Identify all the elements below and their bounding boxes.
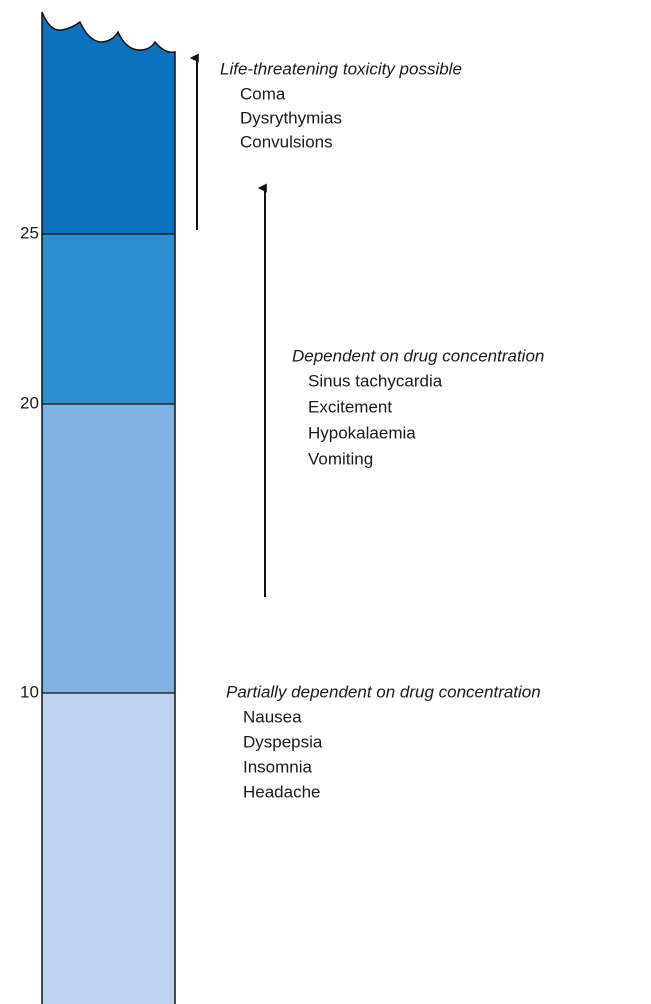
band-high: [42, 234, 175, 404]
column-outline: [41, 11, 176, 1004]
group-item: Vomiting: [308, 449, 373, 468]
group-item: Dyspepsia: [243, 732, 323, 751]
group-heading: Partially dependent on drug concentratio…: [226, 682, 541, 701]
group-item: Coma: [240, 84, 286, 103]
group-item: Hypokalaemia: [308, 423, 416, 442]
group-item: Nausea: [243, 707, 302, 726]
group-item: Convulsions: [240, 132, 333, 151]
group-item: Insomnia: [243, 757, 313, 776]
group-item: Dysrythymias: [240, 108, 342, 127]
tick-label: 25: [20, 223, 39, 242]
group-item: Sinus tachycardia: [308, 371, 443, 390]
group-item: Headache: [243, 782, 321, 801]
group-heading: Dependent on drug concentration: [292, 346, 544, 365]
tick-label: 20: [20, 393, 39, 412]
band-mid: [42, 404, 175, 693]
band-low: [42, 693, 175, 1004]
band-top: [42, 12, 175, 234]
column: [41, 11, 176, 1004]
tick-label: 10: [20, 682, 39, 701]
group-item: Excitement: [308, 397, 392, 416]
group-heading: Life-threatening toxicity possible: [220, 59, 462, 78]
